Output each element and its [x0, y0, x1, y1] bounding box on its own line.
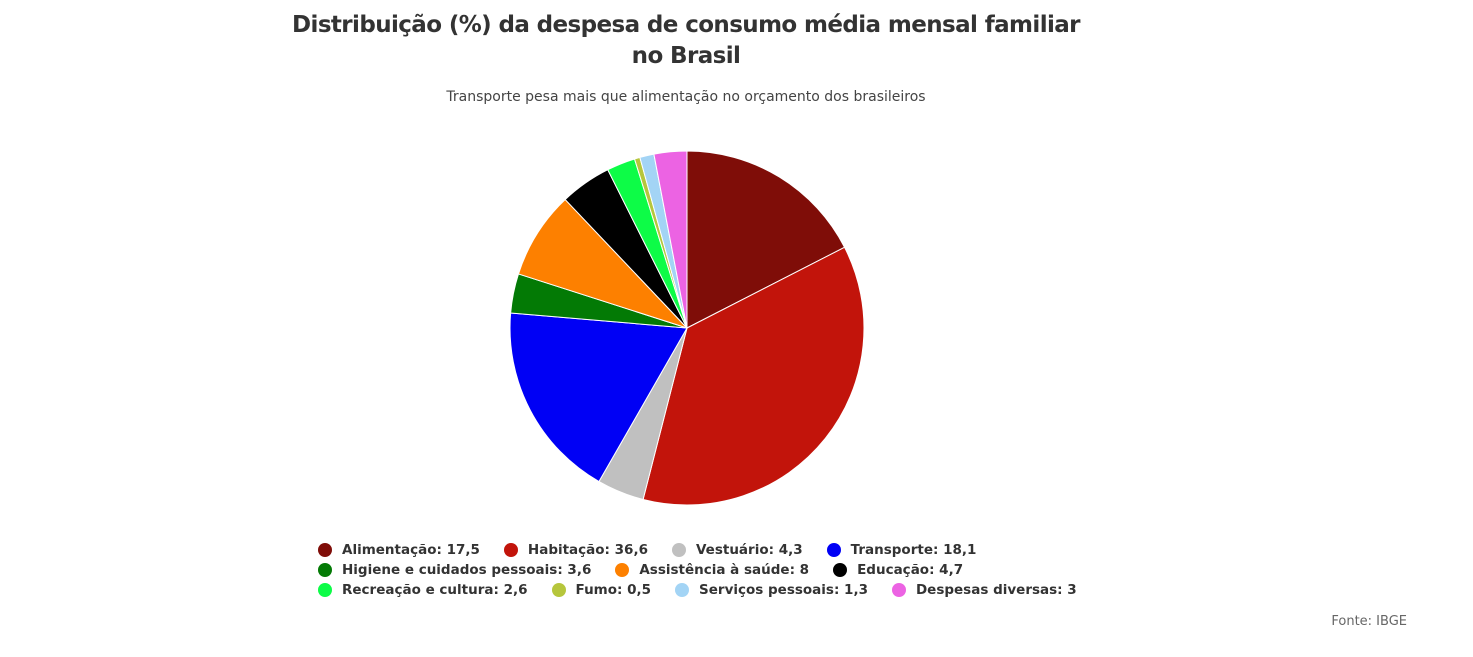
legend-item[interactable]: Habitação: 36,6 — [503, 542, 648, 558]
legend-swatch — [833, 563, 848, 577]
source-note: Fonte: IBGE — [1331, 614, 1407, 629]
chart-title: Distribuição (%) da despesa de consumo m… — [292, 12, 1080, 69]
legend-swatch — [671, 543, 686, 557]
legend-swatch — [551, 583, 566, 597]
legend-label: Assistência à saúde: 8 — [639, 562, 810, 578]
legend-swatch — [318, 543, 332, 557]
legend-swatch — [318, 563, 332, 577]
legend-item[interactable]: Assistência à saúde: 8 — [615, 562, 809, 578]
legend-item[interactable]: Alimentação: 17,5 — [318, 542, 480, 558]
legend-label: Higiene e cuidados pessoais: 3,6 — [342, 562, 592, 578]
legend-swatch — [891, 583, 906, 597]
chart-subtitle: Transporte pesa mais que alimentação no … — [446, 89, 926, 105]
legend-swatch — [675, 583, 690, 597]
legend-item[interactable]: Higiene e cuidados pessoais: 3,6 — [318, 562, 591, 578]
legend-item[interactable]: Vestuário: 4,3 — [671, 542, 803, 558]
pie-slice-6[interactable] — [517, 199, 688, 329]
legend-label: Vestuário: 4,3 — [695, 542, 803, 558]
legend-label: Serviços pessoais: 1,3 — [699, 582, 868, 598]
legend-label: Despesas diversas: 3 — [915, 582, 1077, 598]
legend-swatch — [503, 543, 518, 557]
pie-slice-11[interactable] — [653, 150, 688, 329]
legend-item[interactable]: Despesas diversas: 3 — [891, 582, 1077, 598]
legend-item[interactable]: Educação: 4,7 — [833, 562, 963, 578]
legend-item[interactable]: Serviços pessoais: 1,3 — [675, 582, 868, 598]
legend-item[interactable]: Recreação e cultura: 2,6 — [318, 582, 528, 598]
pie-slice-2[interactable] — [642, 246, 865, 506]
legend-swatch — [826, 543, 841, 557]
legend-item[interactable]: Fumo: 0,5 — [551, 582, 652, 598]
legend-label: Fumo: 0,5 — [575, 582, 652, 598]
legend-label: Recreação e cultura: 2,6 — [342, 582, 528, 598]
legend-item[interactable]: Transporte: 18,1 — [826, 542, 977, 558]
legend-label: Transporte: 18,1 — [850, 542, 977, 558]
legend-swatch — [318, 583, 332, 597]
legend-label: Alimentação: 17,5 — [342, 542, 480, 558]
legend-row: Higiene e cuidados pessoais: 3,6 Assistên… — [318, 560, 1118, 580]
legend-row: Alimentação: 17,5 Habitação: 36,6 Vestuári… — [318, 540, 1118, 560]
legend-label: Educação: 4,7 — [857, 562, 964, 578]
legend-swatch — [615, 563, 630, 577]
legend-row: Recreação e cultura: 2,6 Fumo: 0,5 Serviço… — [318, 580, 1118, 600]
legend: Alimentação: 17,5 Habitação: 36,6 Vestuári… — [318, 540, 1118, 600]
legend-label: Habitação: 36,6 — [527, 542, 648, 558]
pie-slice-1[interactable] — [686, 150, 846, 329]
pie-slice-4[interactable] — [509, 312, 688, 483]
